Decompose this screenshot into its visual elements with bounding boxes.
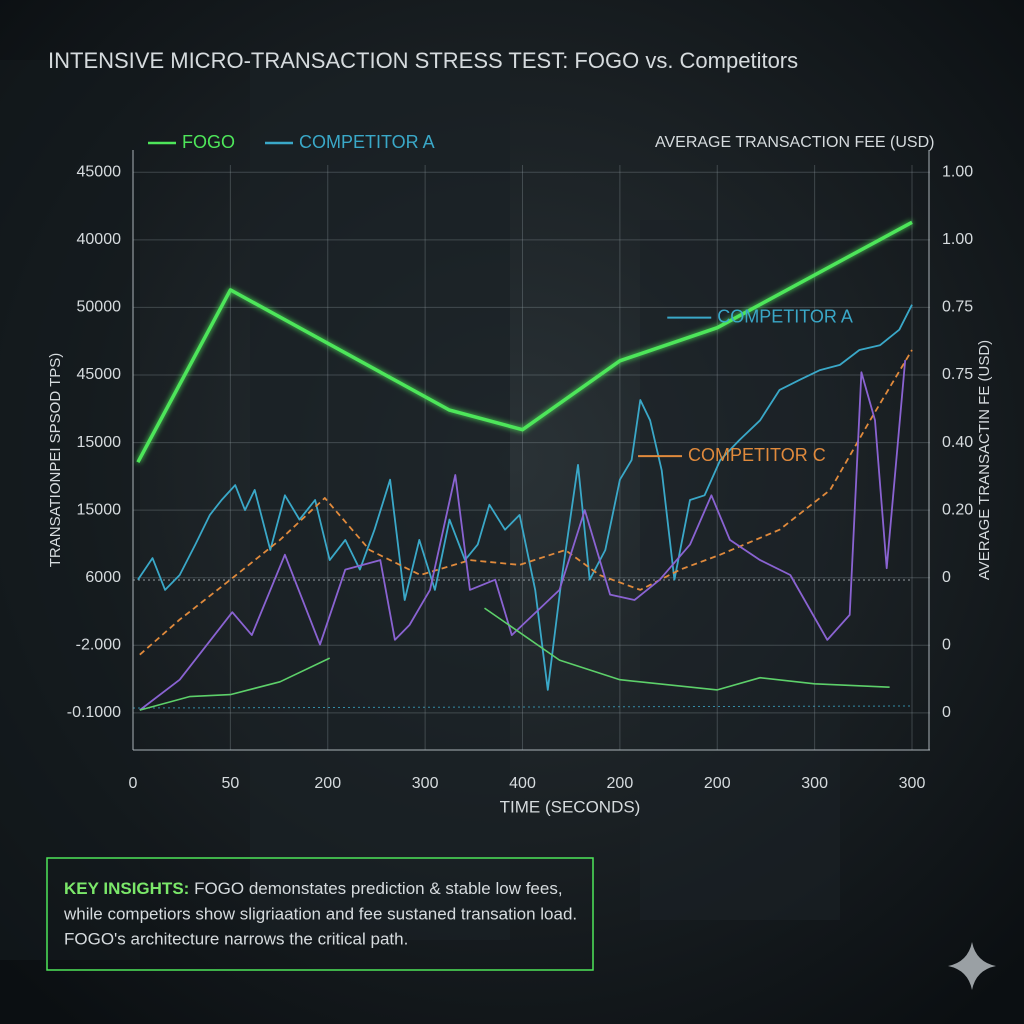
y2-tick-label: 1.00 <box>942 164 973 181</box>
y-tick-label: 50000 <box>77 299 122 316</box>
x-tick-label: 0 <box>129 775 138 792</box>
legend-label: COMPETITOR A <box>299 132 435 152</box>
y-tick-label: 15000 <box>77 501 122 518</box>
server-rack <box>250 60 510 940</box>
insights-heading: KEY INSIGHTS: <box>64 879 189 898</box>
x-tick-label: 300 <box>801 775 828 792</box>
x-tick-label: 300 <box>899 775 926 792</box>
x-axis-label: TIME (SECONDS) <box>500 797 641 816</box>
y2-tick-label: 0 <box>942 636 951 653</box>
y2-tick-label: 0 <box>942 569 951 586</box>
x-tick-label: 200 <box>314 775 341 792</box>
y-tick-label: 15000 <box>77 434 122 451</box>
y2-tick-label: 0.75 <box>942 299 973 316</box>
y-tick-label: 45000 <box>77 164 122 181</box>
y-tick-label: -0.1000 <box>67 704 121 721</box>
x-tick-label: 200 <box>704 775 731 792</box>
chart-title: INTENSIVE MICRO-TRANSACTION STRESS TEST:… <box>48 48 798 73</box>
insights-line: FOGO demonstates prediction & stable low… <box>194 879 563 898</box>
line-series <box>137 304 913 691</box>
y2-axis-title: AVERAGE TRANSACTION FEE (USD) <box>655 134 934 151</box>
y-tick-label: 40000 <box>77 231 122 248</box>
x-tick-label: 200 <box>607 775 634 792</box>
y2-tick-label: 0 <box>942 704 951 721</box>
y2-tick-label: 0.20 <box>942 501 973 518</box>
x-tick-label: 400 <box>509 775 536 792</box>
server-rack <box>0 60 140 960</box>
x-tick-label: 50 <box>221 775 239 792</box>
sparkle-icon <box>948 942 996 990</box>
line-series <box>139 360 907 711</box>
insights-line: FOGO's architecture narrows the critical… <box>64 929 408 948</box>
insights-text: KEY INSIGHTS: FOGO demonstates predictio… <box>64 879 563 898</box>
y-tick-label: -2.000 <box>76 636 121 653</box>
y2-tick-label: 0.75 <box>942 366 973 383</box>
line-series <box>139 607 890 711</box>
x-tick-label: 300 <box>412 775 439 792</box>
insights-line: while competiors show sligriaation and f… <box>63 904 577 923</box>
y-axis-label: TRANSATIONPEI SPSOD TPS) <box>47 353 64 567</box>
y2-axis-label: AVERAGE TRANSACTIN FE (USD) <box>976 340 993 580</box>
annotation: COMPETITOR A <box>717 306 853 326</box>
insights-box <box>46 857 594 971</box>
y2-tick-label: 1.00 <box>942 231 973 248</box>
line-series <box>139 349 913 656</box>
y2-tick-label: 0.40 <box>942 434 973 451</box>
annotation: COMPETITOR C <box>688 445 826 465</box>
y-tick-label: 45000 <box>77 366 122 383</box>
legend-label: FOGO <box>182 132 235 152</box>
y-tick-label: 6000 <box>85 569 121 586</box>
line-series <box>136 220 913 464</box>
